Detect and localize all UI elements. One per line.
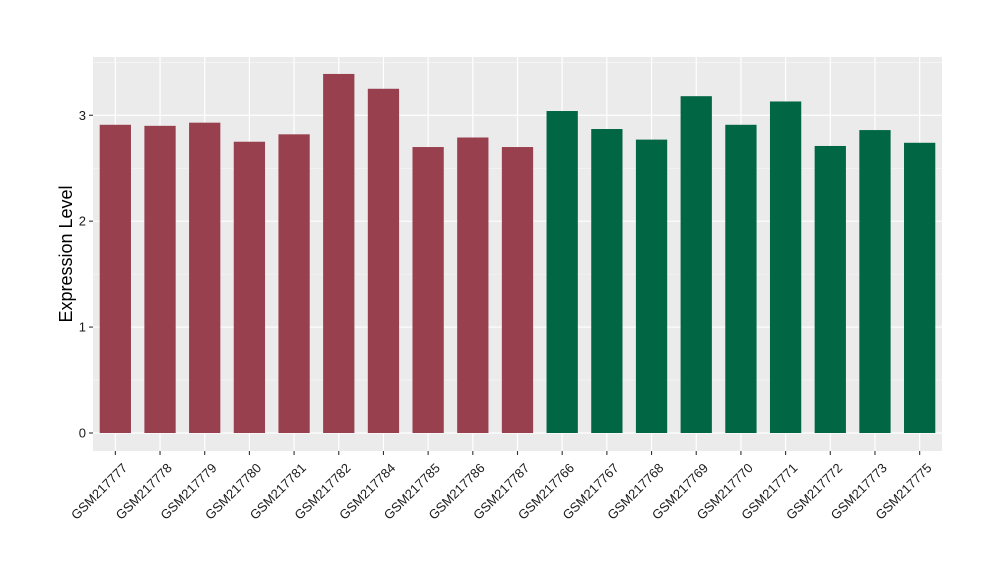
bar bbox=[904, 142, 936, 433]
y-axis-title: Expression Level bbox=[56, 185, 76, 322]
bar bbox=[457, 137, 489, 433]
bar bbox=[501, 147, 534, 433]
bar bbox=[635, 139, 668, 433]
bar bbox=[278, 134, 310, 433]
bar bbox=[233, 141, 266, 433]
bar bbox=[144, 125, 176, 433]
bars bbox=[99, 73, 936, 433]
bar bbox=[412, 147, 444, 433]
bar bbox=[859, 130, 891, 433]
bar bbox=[99, 124, 131, 433]
bar bbox=[725, 124, 757, 433]
x-axis: GSM217777GSM217778GSM217779GSM217780GSM2… bbox=[68, 451, 935, 523]
y-tick-label: 1 bbox=[79, 320, 86, 335]
bar bbox=[814, 145, 846, 433]
bar bbox=[367, 88, 400, 433]
bar bbox=[769, 101, 802, 433]
y-axis: 0 1 2 3 bbox=[79, 108, 93, 440]
y-tick-label: 2 bbox=[79, 214, 86, 229]
bar bbox=[189, 122, 221, 433]
y-tick-label: 0 bbox=[79, 425, 86, 440]
bar bbox=[591, 129, 623, 433]
bar bbox=[546, 111, 578, 433]
y-tick-label: 3 bbox=[79, 108, 86, 123]
bar bbox=[680, 96, 712, 433]
bar bbox=[323, 73, 355, 433]
